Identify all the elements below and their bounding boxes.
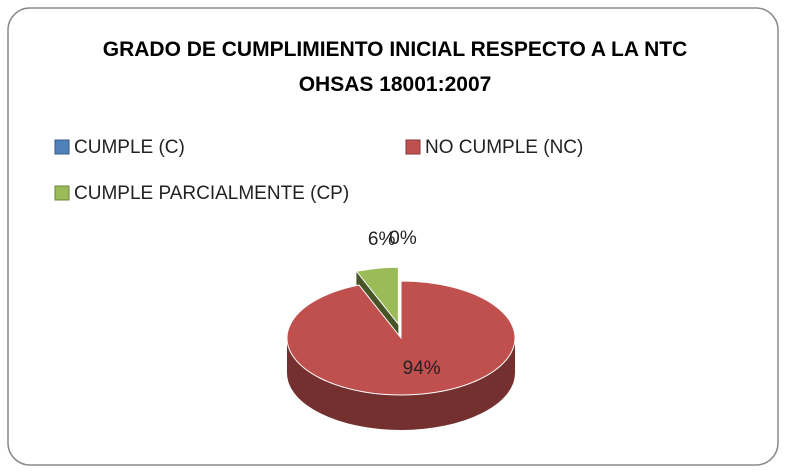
legend-label: CUMPLE PARCIALMENTE (CP) [74, 183, 349, 204]
chart-border [7, 7, 779, 466]
chart-title: GRADO DE CUMPLIMIENTO INICIAL RESPECTO A… [102, 38, 688, 96]
legend-swatch [405, 139, 421, 155]
data-label: 94% [403, 358, 441, 379]
slice-side [287, 338, 515, 430]
legend-swatch [54, 139, 70, 155]
legend-swatch [54, 185, 70, 201]
data-label: 0% [389, 228, 417, 249]
data-label: 6% [368, 229, 396, 250]
slice [286, 280, 516, 396]
slice [355, 266, 399, 326]
legend-label: CUMPLE (C) [74, 137, 185, 158]
legend-label: NO CUMPLE (NC) [425, 137, 583, 158]
